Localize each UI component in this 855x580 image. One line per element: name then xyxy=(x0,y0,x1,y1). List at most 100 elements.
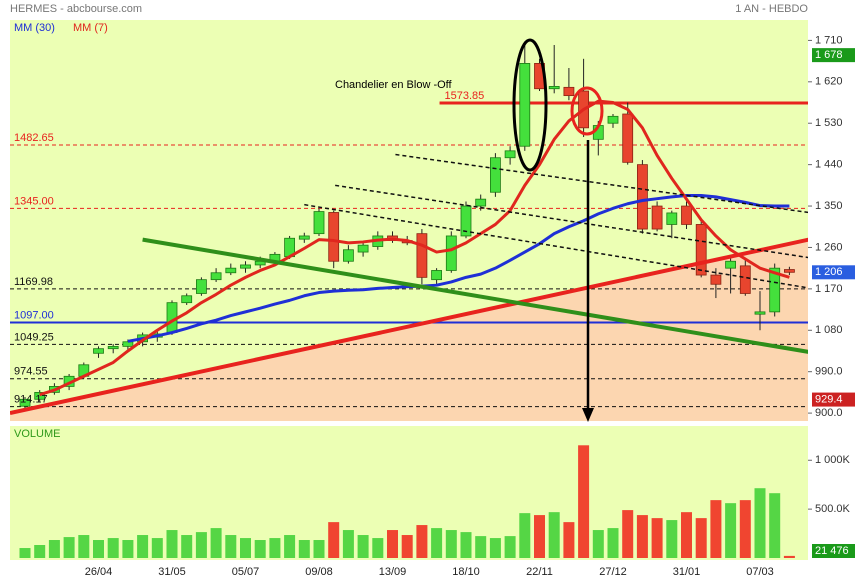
volume-bar xyxy=(519,513,531,558)
volume-bar xyxy=(666,520,678,558)
candle-body xyxy=(784,269,795,273)
volume-bar xyxy=(489,538,501,558)
volume-bar xyxy=(578,445,590,558)
level-label: 1049.25 xyxy=(14,331,54,343)
candle-body xyxy=(93,348,104,354)
volume-bar xyxy=(225,535,237,558)
volume-bar xyxy=(166,530,178,558)
price-marker-label: 1 678 xyxy=(815,49,843,61)
y-tick-label: 1 170 xyxy=(815,283,843,295)
candle-body xyxy=(475,198,487,207)
volume-bar xyxy=(710,500,722,558)
volume-bar xyxy=(534,515,545,558)
volume-bar xyxy=(210,528,222,558)
volume-bar xyxy=(78,535,90,558)
volume-bar xyxy=(739,500,751,558)
volume-tick-label: 500.0K xyxy=(815,503,851,515)
x-tick-label: 26/04 xyxy=(85,566,113,578)
y-tick-label: 1 620 xyxy=(815,76,843,88)
arrow-head xyxy=(582,408,594,422)
volume-bar xyxy=(622,510,634,558)
candle-body xyxy=(445,235,457,271)
volume-bar xyxy=(34,545,46,558)
candle-body xyxy=(328,212,340,262)
volume-bar xyxy=(783,555,795,558)
candle-body xyxy=(666,212,678,225)
candle-body xyxy=(739,265,751,294)
volume-bar xyxy=(681,512,692,558)
volume-bar xyxy=(328,522,340,558)
annotation: Chandelier en Blow -Off xyxy=(335,79,453,91)
candle-body xyxy=(754,311,766,315)
volume-bar xyxy=(695,518,707,558)
volume-bar xyxy=(107,538,119,558)
trendline xyxy=(304,203,808,289)
level-label: 1169.98 xyxy=(14,276,53,288)
volume-bar xyxy=(298,540,310,558)
x-tick-label: 13/09 xyxy=(379,566,407,578)
volume-bar xyxy=(563,522,575,558)
volume-bar xyxy=(240,538,251,558)
y-tick-label: 990.0 xyxy=(815,366,843,378)
candle-body xyxy=(548,86,560,90)
candle-body xyxy=(298,235,310,240)
volume-bar xyxy=(431,528,443,558)
candle-body xyxy=(725,260,736,269)
candle-body xyxy=(622,113,634,163)
volume-bar xyxy=(754,488,766,558)
y-tick-label: 1 260 xyxy=(815,241,843,253)
x-tick-label: 18/10 xyxy=(452,566,480,578)
level-label: 974.55 xyxy=(14,366,48,378)
volume-bar xyxy=(607,528,619,558)
candle-body xyxy=(210,272,222,281)
candle-body xyxy=(489,157,501,193)
candle-body xyxy=(769,267,781,313)
candle-body xyxy=(313,211,325,235)
volume-tick-label: 1 000K xyxy=(815,454,851,466)
candle-body xyxy=(107,345,119,350)
moving-average xyxy=(127,193,790,343)
y-tick-label: 1 710 xyxy=(815,34,843,46)
volume-bar xyxy=(269,538,281,558)
price-marker xyxy=(812,265,855,280)
volume-bar xyxy=(284,535,296,558)
x-tick-label: 27/12 xyxy=(599,566,627,578)
candle-body xyxy=(637,164,648,230)
legend-label: MM (30) xyxy=(14,22,55,34)
candle-body xyxy=(181,295,193,304)
volume-bar xyxy=(401,535,413,558)
volume-bar xyxy=(725,503,737,558)
y-tick-label: 1 350 xyxy=(815,200,843,212)
blow-off-ellipse xyxy=(512,38,548,172)
candle-body xyxy=(563,86,575,97)
label-layer: 1573.85 1482.65 1345.00 1169.98 1097.00 1049.… xyxy=(14,22,855,578)
candle-body xyxy=(651,205,663,230)
x-tick-label: 22/11 xyxy=(526,566,553,578)
level-label: 914.17 xyxy=(14,393,48,405)
volume-bar xyxy=(387,530,398,558)
volume-marker xyxy=(812,544,855,558)
y-tick-label: 900.0 xyxy=(815,407,843,419)
period-label: 1 AN - HEBDO xyxy=(735,3,808,15)
candle-body xyxy=(342,249,354,262)
x-tick-label: 31/05 xyxy=(158,566,186,578)
price-marker-label: 929.4 xyxy=(815,393,843,405)
candle-body xyxy=(695,224,707,276)
volume-bar xyxy=(475,536,487,558)
candle-body xyxy=(357,244,369,253)
volume-bar xyxy=(357,535,369,558)
x-tick-label: 05/07 xyxy=(232,566,260,578)
level-label: 1097.00 xyxy=(14,309,54,321)
volume-bar xyxy=(651,518,663,558)
volume-bar xyxy=(181,535,193,558)
candle-body xyxy=(710,274,722,285)
volume-title: VOLUME xyxy=(14,428,60,440)
candle-body xyxy=(416,233,428,278)
x-tick-label: 31/01 xyxy=(673,566,701,578)
candle-body xyxy=(681,205,692,225)
volume-bar xyxy=(19,548,31,558)
chart-title: HERMES - abcbourse.com xyxy=(10,3,142,15)
volume-bar xyxy=(93,540,104,558)
volume-bar xyxy=(313,540,325,558)
trendline xyxy=(142,237,808,354)
